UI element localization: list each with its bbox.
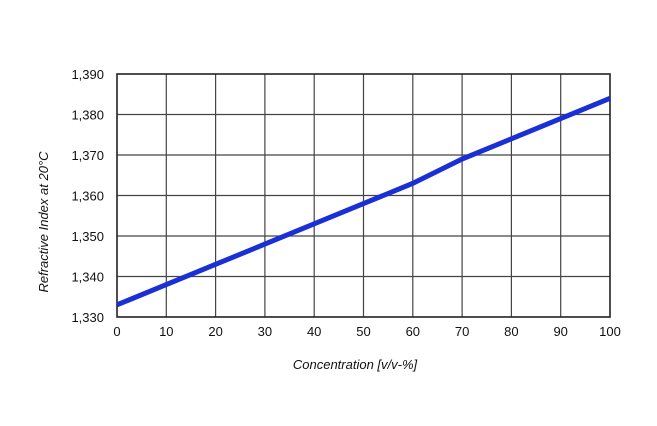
y-tick-label: 1,390 <box>71 67 104 82</box>
y-tick-label: 1,330 <box>71 310 104 325</box>
x-tick-label: 60 <box>406 324 420 339</box>
x-axis-title: Concentration [v/v-%] <box>293 357 418 372</box>
x-tick-label: 70 <box>455 324 469 339</box>
x-tick-label: 20 <box>208 324 222 339</box>
x-axis-ticks: 0 10 20 30 40 50 60 70 80 90 100 <box>113 324 620 339</box>
y-tick-label: 1,350 <box>71 229 104 244</box>
y-tick-label: 1,360 <box>71 189 104 204</box>
x-tick-label: 30 <box>258 324 272 339</box>
x-tick-label: 0 <box>113 324 120 339</box>
x-tick-label: 80 <box>504 324 518 339</box>
y-tick-label: 1,370 <box>71 148 104 163</box>
y-tick-label: 1,380 <box>71 108 104 123</box>
x-tick-label: 40 <box>307 324 321 339</box>
series-layer <box>116 95 611 308</box>
x-tick-label: 50 <box>356 324 370 339</box>
plot-area-frame <box>116 73 611 318</box>
y-axis-ticks: 1,330 1,340 1,350 1,360 1,370 1,380 1,390 <box>71 67 104 325</box>
y-tick-label: 1,340 <box>71 270 104 285</box>
x-tick-label: 10 <box>159 324 173 339</box>
x-tick-label: 100 <box>599 324 621 339</box>
x-tick-label: 90 <box>553 324 567 339</box>
grid-lines <box>117 74 610 317</box>
y-axis-title: Refractive Index at 20°C <box>36 151 51 293</box>
